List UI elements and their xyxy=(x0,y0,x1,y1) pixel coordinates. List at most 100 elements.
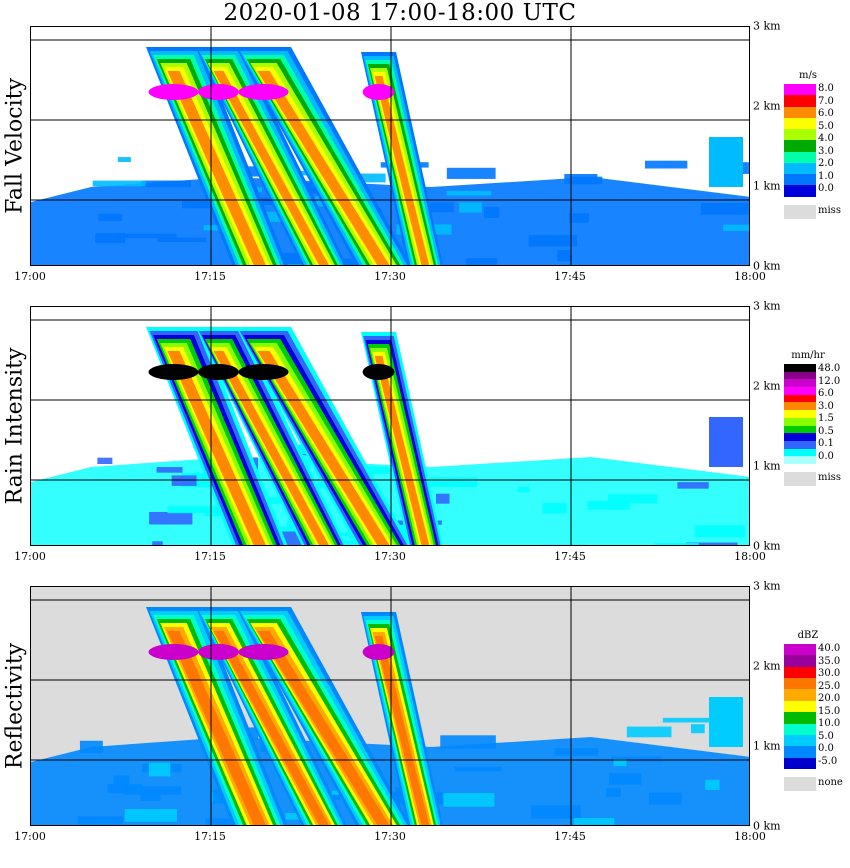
bright-band-cap xyxy=(238,364,289,380)
x-tick-label: 17:30 xyxy=(374,270,406,283)
legend-label: miss xyxy=(818,472,841,483)
legend-label: 30.0 xyxy=(818,668,841,679)
legend-label: 40.0 xyxy=(818,643,841,654)
x-tick-label: 17:45 xyxy=(554,270,586,283)
x-tick-label: 17:15 xyxy=(194,270,226,283)
legend-swatch xyxy=(784,140,816,152)
echo-cell xyxy=(685,542,738,545)
y-axis-label-text: Rain Intensity xyxy=(2,347,28,505)
streak-band xyxy=(374,636,430,825)
echo-cell xyxy=(541,544,587,545)
x-tick-label: 17:45 xyxy=(554,550,586,563)
legend-label: 5.0 xyxy=(818,120,834,132)
legend-swatch xyxy=(784,402,816,411)
echo-cell xyxy=(459,202,482,213)
legend-swatch xyxy=(784,666,816,679)
heatmap-svg xyxy=(31,587,749,825)
legend-label: 1.5 xyxy=(818,413,834,424)
y-tick-label: 0 km xyxy=(753,539,781,553)
legend-unit: mm/hr xyxy=(791,350,825,361)
echo-cell xyxy=(570,176,603,185)
heatmap-plot xyxy=(30,306,750,546)
legend-swatch xyxy=(784,371,816,380)
legend-missing-swatch xyxy=(784,472,816,486)
echo-cell xyxy=(626,726,672,738)
x-tick-label: 17:00 xyxy=(14,270,46,283)
legend-swatch xyxy=(784,689,816,702)
echo-cell xyxy=(675,824,709,825)
echo-cell xyxy=(531,805,581,819)
legend-label: 1.0 xyxy=(818,170,834,182)
legend-swatch xyxy=(784,84,816,96)
legend-swatch xyxy=(784,723,816,736)
y-axis-label-text: Reflectivity xyxy=(2,642,28,770)
legend-label: 7.0 xyxy=(818,95,834,107)
echo-cell xyxy=(554,748,599,756)
heatmap-svg xyxy=(31,307,749,545)
echo-cell xyxy=(606,788,621,797)
echo-cell xyxy=(95,233,126,243)
x-tick-label: 17:15 xyxy=(194,830,226,843)
bright-band-cap xyxy=(362,364,395,380)
x-tick-label: 17:45 xyxy=(554,830,586,843)
legend-label: 0.0 xyxy=(818,183,834,194)
echo-cell xyxy=(79,740,103,753)
legend-label: 0.5 xyxy=(818,425,834,437)
echo-cell xyxy=(141,180,191,188)
legend-swatch xyxy=(784,162,816,175)
chart-title: 2020-01-08 17:00-18:00 UTC xyxy=(223,0,577,26)
echo-cell xyxy=(167,506,225,514)
legend-label: 25.0 xyxy=(818,680,841,692)
legend-swatch xyxy=(784,757,816,770)
echo-cell xyxy=(705,779,720,790)
legend-swatch xyxy=(784,394,816,403)
echo-cell xyxy=(140,793,161,801)
echo-cell xyxy=(429,477,478,487)
legend-unit: m/s xyxy=(799,70,817,81)
legend-swatch xyxy=(784,95,816,107)
legend-swatch xyxy=(784,440,816,450)
bright-band-cap xyxy=(238,644,289,660)
x-tick-label: 17:30 xyxy=(374,550,406,563)
bright-band-cap xyxy=(198,644,239,660)
echo-cell xyxy=(723,224,749,231)
x-tick-label: 18:00 xyxy=(734,830,766,843)
legend-label: 0.1 xyxy=(818,438,834,449)
legend-swatch xyxy=(784,700,816,713)
legend-swatch xyxy=(784,185,816,197)
echo-cell xyxy=(440,735,496,749)
legend-label: 3.0 xyxy=(818,145,834,157)
y-tick-label: 3 km xyxy=(753,299,781,313)
echo-cell xyxy=(123,786,182,795)
legend-label: 3.0 xyxy=(818,400,834,412)
legend-swatch xyxy=(784,364,816,373)
panel-rain-intensity: Rain Intensity 17:00 17:15 17:30 17:45 18:00 0… xyxy=(0,280,850,564)
echo-cell xyxy=(92,180,146,187)
y-tick-label: 0 km xyxy=(753,259,781,273)
legend-label: none xyxy=(818,777,843,788)
legend-swatch xyxy=(784,433,816,442)
x-tick-label: 18:00 xyxy=(734,550,766,563)
echo-cell xyxy=(454,766,502,772)
echo-cell xyxy=(709,697,743,747)
y-tick-label: 0 km xyxy=(753,819,781,833)
legend-label: 48.0 xyxy=(818,363,841,374)
streak-band xyxy=(374,356,430,545)
echo-cell xyxy=(677,482,709,489)
y-tick-label: 1 km xyxy=(753,739,781,753)
echo-cell xyxy=(613,758,627,766)
echo-cell xyxy=(98,213,123,221)
legend-swatch xyxy=(784,644,816,656)
legend-label: miss xyxy=(818,204,841,216)
echo-cell xyxy=(611,756,662,762)
echo-cell xyxy=(557,250,572,262)
echo-cell xyxy=(690,724,705,734)
echo-cell xyxy=(709,137,743,187)
legend-label: 5.0 xyxy=(818,730,834,742)
echo-cell xyxy=(77,816,123,825)
legend-swatch xyxy=(784,678,816,690)
legend-label: 12.0 xyxy=(818,375,841,387)
echo-cell xyxy=(662,717,714,723)
bright-band-cap xyxy=(362,84,395,100)
echo-cell xyxy=(117,157,131,162)
